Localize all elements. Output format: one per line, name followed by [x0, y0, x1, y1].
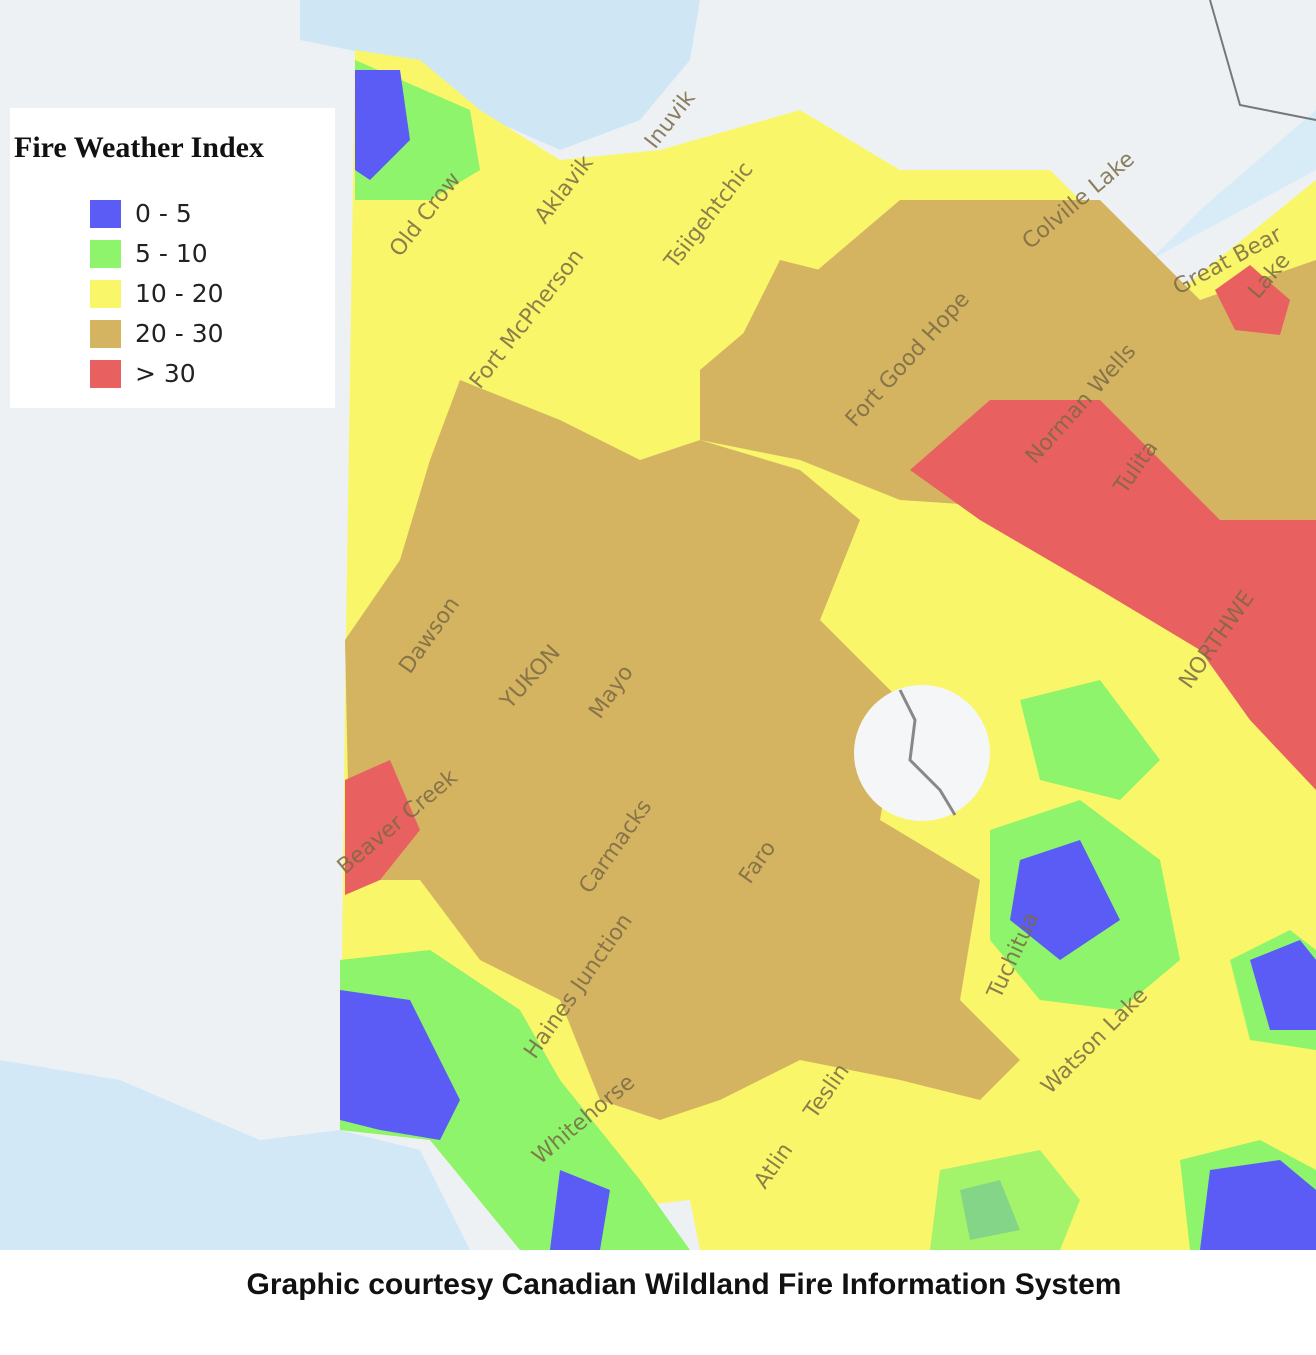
caption-area	[0, 1250, 1316, 1355]
legend-label: 5 - 10	[135, 239, 208, 268]
water	[300, 0, 700, 150]
fwi-zone	[1250, 940, 1316, 1030]
fwi-zone	[340, 990, 460, 1140]
legend-label: 0 - 5	[135, 199, 192, 228]
fwi-zone	[345, 380, 1020, 1120]
fwi-zone	[740, 260, 880, 380]
legend-swatch	[90, 320, 121, 348]
fwi-zone	[1215, 265, 1290, 335]
fwi-zone	[340, 950, 690, 1250]
fwi-zone	[345, 760, 420, 895]
legend-swatch	[90, 360, 121, 388]
fwi-zone	[930, 1150, 1080, 1250]
legend-swatch	[90, 280, 121, 308]
legend-swatch	[90, 240, 121, 268]
legend-box	[10, 108, 335, 408]
legend-title: Fire Weather Index	[14, 131, 264, 164]
border	[1209, 0, 1316, 121]
fwi-zone	[355, 70, 410, 180]
legend-label: > 30	[135, 359, 196, 388]
water	[1150, 110, 1316, 260]
fwi-zone	[1200, 1160, 1316, 1250]
water	[0, 1060, 470, 1250]
fwi-zone	[1010, 840, 1120, 960]
fwi-zone	[910, 400, 1316, 790]
no-data-circle	[854, 685, 990, 821]
legend-items: 0 - 5 5 - 10 10 - 20 20 - 30 > 30	[90, 199, 224, 388]
legend-label: 20 - 30	[135, 319, 224, 348]
fwi-zone	[1020, 680, 1160, 800]
fwi-layer	[340, 50, 1316, 1250]
legend-label: 10 - 20	[135, 279, 224, 308]
legend-swatch	[90, 200, 121, 228]
road	[898, 689, 957, 816]
fwi-zone	[550, 1170, 610, 1250]
caption: Graphic courtesy Canadian Wildland Fire …	[247, 1268, 1122, 1301]
